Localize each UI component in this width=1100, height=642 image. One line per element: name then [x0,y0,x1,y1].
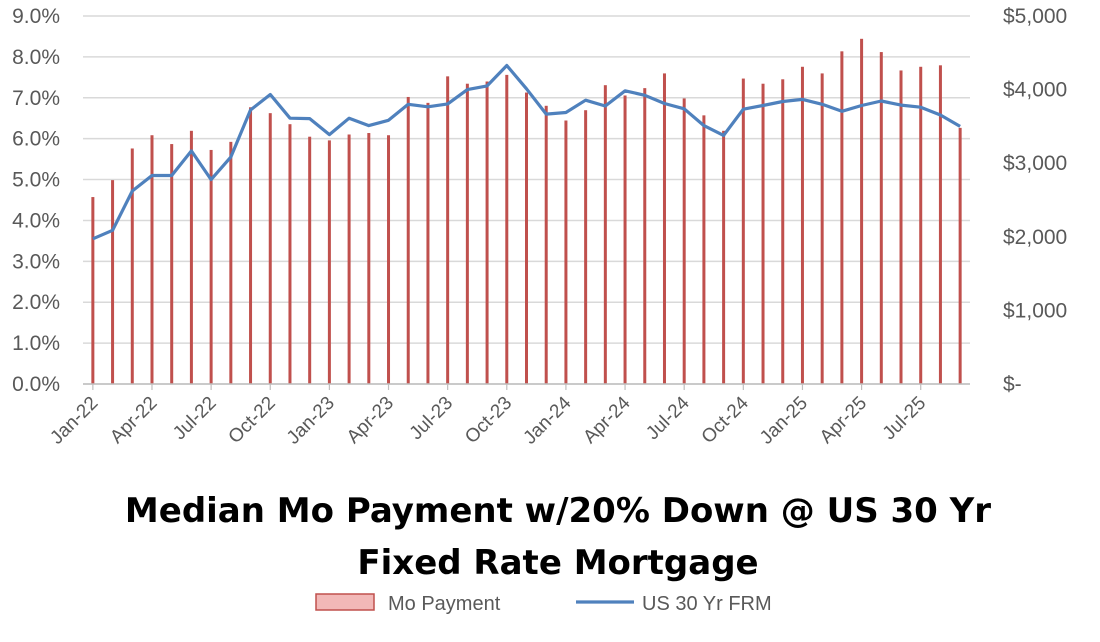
bar-mo-payment [820,73,824,385]
right-tick-label: $1,000 [1003,299,1067,322]
bar-mo-payment [150,135,154,384]
bar-mo-payment [406,96,410,385]
bar-series-mo-payment [91,38,962,385]
x-tick-label: Apr-24 [579,392,634,447]
bar-mo-payment [702,115,706,385]
bar-mo-payment [347,134,351,384]
x-tick-label: Oct-23 [461,393,516,448]
right-tick-label: $- [1003,373,1022,396]
legend: Mo Payment US 30 Yr FRM [315,593,772,615]
bar-mo-payment [603,85,607,385]
bar-mo-payment [781,79,785,385]
bar-mo-payment [722,130,726,384]
left-axis-ticks: 0.0% 1.0% 2.0% 3.0% 4.0% 5.0% 6.0% 7.0% 8.0% 9.0% [12,5,60,396]
bar-mo-payment [800,66,804,384]
legend-label-us-30-yr-frm: US 30 Yr FRM [642,593,772,615]
x-tick-label: Apr-22 [106,393,161,448]
bar-mo-payment [111,180,115,384]
legend-label-mo-payment: Mo Payment [388,593,501,615]
right-axis-ticks: $- $1,000 $2,000 $3,000 $4,000 $5,000 [1003,5,1067,396]
left-tick-label: 2.0% [12,291,60,314]
x-tick-label: Jul-22 [169,393,220,444]
bar-mo-payment [505,74,509,384]
left-tick-label: 4.0% [12,209,60,232]
right-tick-label: $2,000 [1003,226,1067,249]
line-us-30-yr-frm [92,63,961,241]
bar-mo-payment [899,70,903,385]
bar-mo-payment [387,135,391,384]
bar-mo-payment [584,110,588,384]
right-tick-label: $4,000 [1003,79,1067,102]
bar-mo-payment [446,76,450,385]
x-axis-ticks: Jan-22 Apr-22 Jul-22 Oct-22 Jan-23 Apr-23 Jul-… [46,384,930,449]
bar-mo-payment [249,107,253,384]
bar-mo-payment [623,95,627,384]
bar-mo-payment [958,127,962,384]
x-tick-label: Oct-24 [698,392,753,447]
x-tick-label: Jan-25 [756,393,812,449]
x-tick-label: Jul-24 [642,392,694,444]
right-tick-label: $5,000 [1003,5,1067,28]
bar-mo-payment [840,51,844,384]
line-series-us-30-yr-frm [92,63,961,241]
bar-mo-payment [919,66,923,384]
bar-mo-payment [761,83,765,384]
x-tick-label: Jan-24 [520,392,576,448]
bar-mo-payment [229,141,233,384]
bar-mo-payment [367,133,371,384]
bar-mo-payment [860,38,864,384]
chart-title-line-2: Fixed Rate Mortgage [357,543,758,583]
bar-mo-payment [485,81,489,384]
bar-mo-payment [525,92,528,384]
bar-mo-payment [209,149,213,384]
bar-mo-payment [327,140,331,384]
chart-title-line-1: Median Mo Payment w/20% Down @ US 30 Yr [125,491,991,531]
right-tick-label: $3,000 [1003,152,1067,175]
bar-mo-payment [308,136,312,384]
legend-bar-swatch [315,593,375,611]
left-tick-label: 9.0% [12,5,60,28]
bar-mo-payment [268,113,272,384]
bar-mo-payment [426,102,430,385]
x-tick-label: Jan-22 [46,393,102,449]
bar-mo-payment [544,105,548,385]
bar-mo-payment [170,144,174,384]
bar-mo-payment [662,73,666,385]
bar-mo-payment [938,65,942,384]
x-tick-label: Apr-23 [343,393,398,448]
x-tick-label: Jan-23 [283,393,339,449]
bar-mo-payment [741,78,745,384]
left-tick-label: 0.0% [12,373,60,396]
x-tick-label: Oct-22 [225,393,280,448]
x-tick-label: Jul-25 [879,393,930,444]
bar-mo-payment [465,83,469,384]
bar-mo-payment [682,98,686,384]
left-tick-label: 6.0% [12,128,60,151]
bar-mo-payment [643,88,647,385]
bar-mo-payment [91,197,95,384]
left-tick-label: 5.0% [12,169,60,192]
bar-mo-payment [189,130,193,384]
bar-mo-payment [879,52,883,385]
bar-mo-payment [564,120,568,385]
bar-mo-payment [130,148,134,384]
left-tick-label: 8.0% [12,46,60,69]
bar-mo-payment [288,124,292,384]
left-tick-label: 3.0% [12,250,60,273]
left-tick-label: 1.0% [12,332,60,355]
x-tick-label: Apr-25 [816,393,871,448]
x-tick-label: Jul-23 [406,393,457,444]
left-tick-label: 7.0% [12,87,60,110]
